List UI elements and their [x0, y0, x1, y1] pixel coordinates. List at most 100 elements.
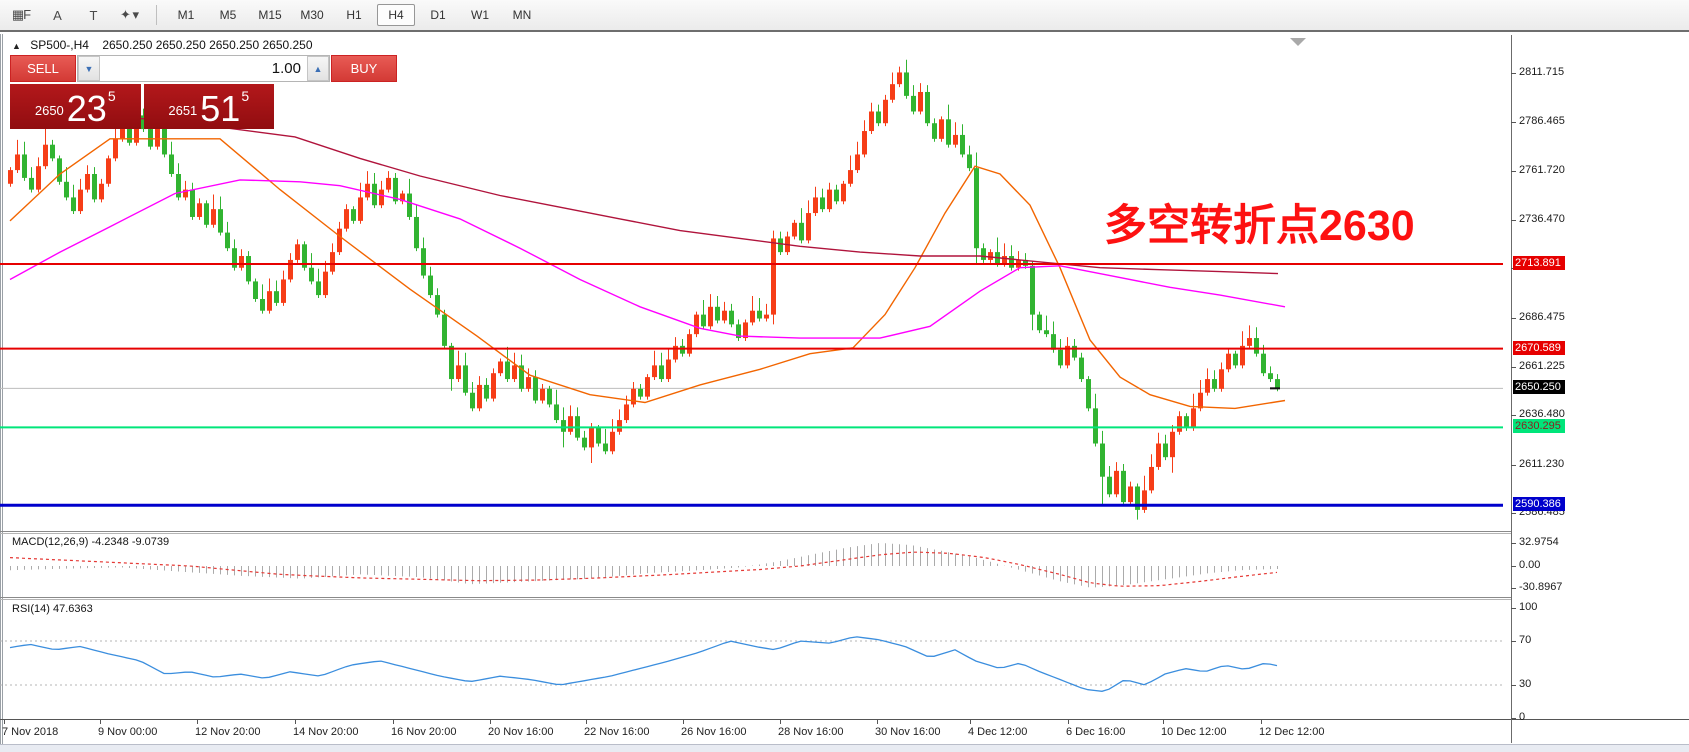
fractals-grid-icon[interactable]: ▦F — [11, 7, 31, 22]
y-axis-tick-label: 2661.225 — [1519, 359, 1565, 372]
time-axis-tick-mark — [1261, 720, 1262, 724]
macd-axis-label: -30.8967 — [1519, 580, 1563, 593]
y-axis-tick-mark — [1511, 366, 1516, 368]
timeframe-button-m5[interactable]: M5 — [219, 8, 237, 22]
volume-increase-button[interactable]: ▲ — [307, 56, 329, 81]
time-axis-tick-mark — [877, 720, 878, 724]
time-axis-label: 4 Dec 12:00 — [968, 726, 1028, 738]
y-axis-tick-mark — [1511, 317, 1516, 319]
time-axis-tick-mark — [4, 720, 5, 724]
macd-axis-tick-mark — [1511, 542, 1516, 544]
y-axis-tick-mark — [1511, 170, 1516, 172]
time-axis-tick-mark — [295, 720, 296, 724]
rsi-axis-label: 70 — [1519, 634, 1532, 646]
y-axis-tick-label: 2811.715 — [1519, 66, 1565, 78]
time-axis-label: 12 Dec 12:00 — [1259, 726, 1325, 738]
buy-button[interactable]: BUY — [331, 55, 397, 82]
time-axis-tick-mark — [490, 720, 491, 724]
time-axis-line — [0, 719, 1689, 720]
y-axis-tick-mark — [1511, 464, 1516, 466]
timeframe-button-m30[interactable]: M30 — [300, 8, 324, 22]
macd-label: MACD(12,26,9) -4.2348 -9.0739 — [12, 536, 170, 548]
sell-button[interactable]: SELL — [10, 55, 76, 82]
ohlc-quotes: 2650.250 2650.250 2650.250 2650.250 — [102, 38, 313, 52]
y-axis-tick-label: 2736.470 — [1519, 212, 1565, 225]
timeframe-button-m15[interactable]: M15 — [258, 8, 282, 22]
rsi-label: RSI(14) 47.6363 — [12, 603, 93, 615]
time-axis-label: 30 Nov 16:00 — [875, 726, 941, 738]
macd-axis-label: 0.00 — [1519, 559, 1541, 571]
chart-shift-marker-icon[interactable] — [1290, 38, 1306, 46]
time-axis-tick-mark — [780, 720, 781, 724]
time-axis-label: 20 Nov 16:00 — [488, 726, 554, 738]
price-axis-line — [1511, 35, 1512, 743]
one-click-trade-panel: SELL ▼ ▲ BUY 2650 23 5 2651 51 5 — [10, 55, 397, 129]
time-axis-label: 16 Nov 20:00 — [391, 726, 457, 738]
ask-price-pip: 5 — [241, 88, 250, 104]
bid-price-box[interactable]: 2650 23 5 — [10, 84, 141, 129]
price-line-label: 2670.589 — [1513, 340, 1565, 355]
panel-separator — [0, 599, 1511, 600]
ask-price-main: 51 — [200, 88, 241, 129]
panel-separator[interactable] — [0, 597, 1511, 598]
text-box-icon[interactable]: T — [89, 7, 98, 23]
time-axis-tick-mark — [1068, 720, 1069, 724]
collapse-arrow-icon[interactable]: ▲ — [12, 41, 21, 51]
ask-price-box[interactable]: 2651 51 5 — [143, 84, 274, 129]
rsi-axis-tick-mark — [1511, 641, 1516, 642]
time-axis-label: 6 Dec 16:00 — [1066, 726, 1126, 738]
window-bottom-strip — [0, 744, 1689, 752]
macd-axis-tick-mark — [1511, 587, 1516, 589]
timeframe-button-mn[interactable]: MN — [512, 8, 532, 22]
y-axis-tick-mark — [1511, 219, 1516, 221]
shapes-dropdown-icon[interactable]: ✦ ▾ — [119, 7, 139, 22]
time-axis-label: 22 Nov 16:00 — [584, 726, 650, 738]
price-line-label: 2590.386 — [1513, 497, 1565, 512]
y-axis-tick-label: 2636.480 — [1519, 408, 1565, 421]
time-axis-tick-mark — [197, 720, 198, 724]
time-axis-tick-mark — [683, 720, 684, 724]
bid-price-main: 23 — [66, 88, 107, 129]
text-label-icon[interactable]: A — [53, 7, 62, 23]
rsi-axis-tick-mark — [1511, 608, 1516, 609]
timeframe-button-w1[interactable]: W1 — [471, 8, 489, 22]
chart-annotation-text: 多空转折点2630 — [1104, 202, 1415, 250]
timeframe-button-m1[interactable]: M1 — [177, 8, 195, 22]
y-axis-tick-mark — [1511, 415, 1516, 417]
rsi-panel-canvas[interactable] — [0, 600, 1511, 719]
rsi-axis-label: 0 — [1519, 711, 1526, 723]
price-line-label: 2630.295 — [1513, 419, 1565, 434]
time-axis-label: 12 Nov 20:00 — [195, 726, 261, 738]
y-axis-tick-mark — [1511, 122, 1516, 124]
time-axis-label: 14 Nov 20:00 — [293, 726, 359, 738]
macd-panel-canvas[interactable] — [0, 533, 1511, 597]
time-axis-tick-mark — [586, 720, 587, 724]
time-axis-tick-mark — [970, 720, 971, 724]
timeframe-buttons: M1 M5 M15 M30 H1 H4 D1 W1 MN — [167, 4, 545, 26]
bid-price-handle: 2650 — [34, 103, 64, 118]
rsi-axis-label: 30 — [1519, 678, 1532, 690]
macd-axis-tick-mark — [1511, 566, 1516, 567]
volume-input[interactable] — [100, 56, 307, 81]
price-chart-canvas[interactable] — [0, 35, 1511, 531]
time-axis-label: 9 Nov 00:00 — [98, 726, 158, 738]
price-line-label: 2713.891 — [1513, 256, 1565, 271]
y-axis-tick-mark — [1511, 512, 1516, 514]
toolbar-separator — [156, 5, 157, 25]
timeframe-button-h1[interactable]: H1 — [346, 8, 362, 22]
chart-window — [0, 34, 1689, 751]
timeframe-button-d1[interactable]: D1 — [430, 8, 446, 22]
panel-separator — [0, 533, 1511, 534]
time-axis-label: 10 Dec 12:00 — [1161, 726, 1227, 738]
time-axis-label: 28 Nov 16:00 — [778, 726, 844, 738]
volume-decrease-button[interactable]: ▼ — [78, 56, 100, 81]
time-axis-label: 26 Nov 16:00 — [681, 726, 747, 738]
price-line-label: 2650.250 — [1513, 380, 1565, 395]
time-axis-tick-mark — [1163, 720, 1164, 724]
panel-separator[interactable] — [0, 531, 1511, 532]
bid-price-pip: 5 — [107, 88, 116, 104]
y-axis-tick-mark — [1511, 73, 1516, 74]
rsi-axis-label: 100 — [1519, 601, 1538, 613]
rsi-axis-tick-mark — [1511, 718, 1516, 719]
timeframe-button-h4[interactable]: H4 — [377, 4, 415, 26]
